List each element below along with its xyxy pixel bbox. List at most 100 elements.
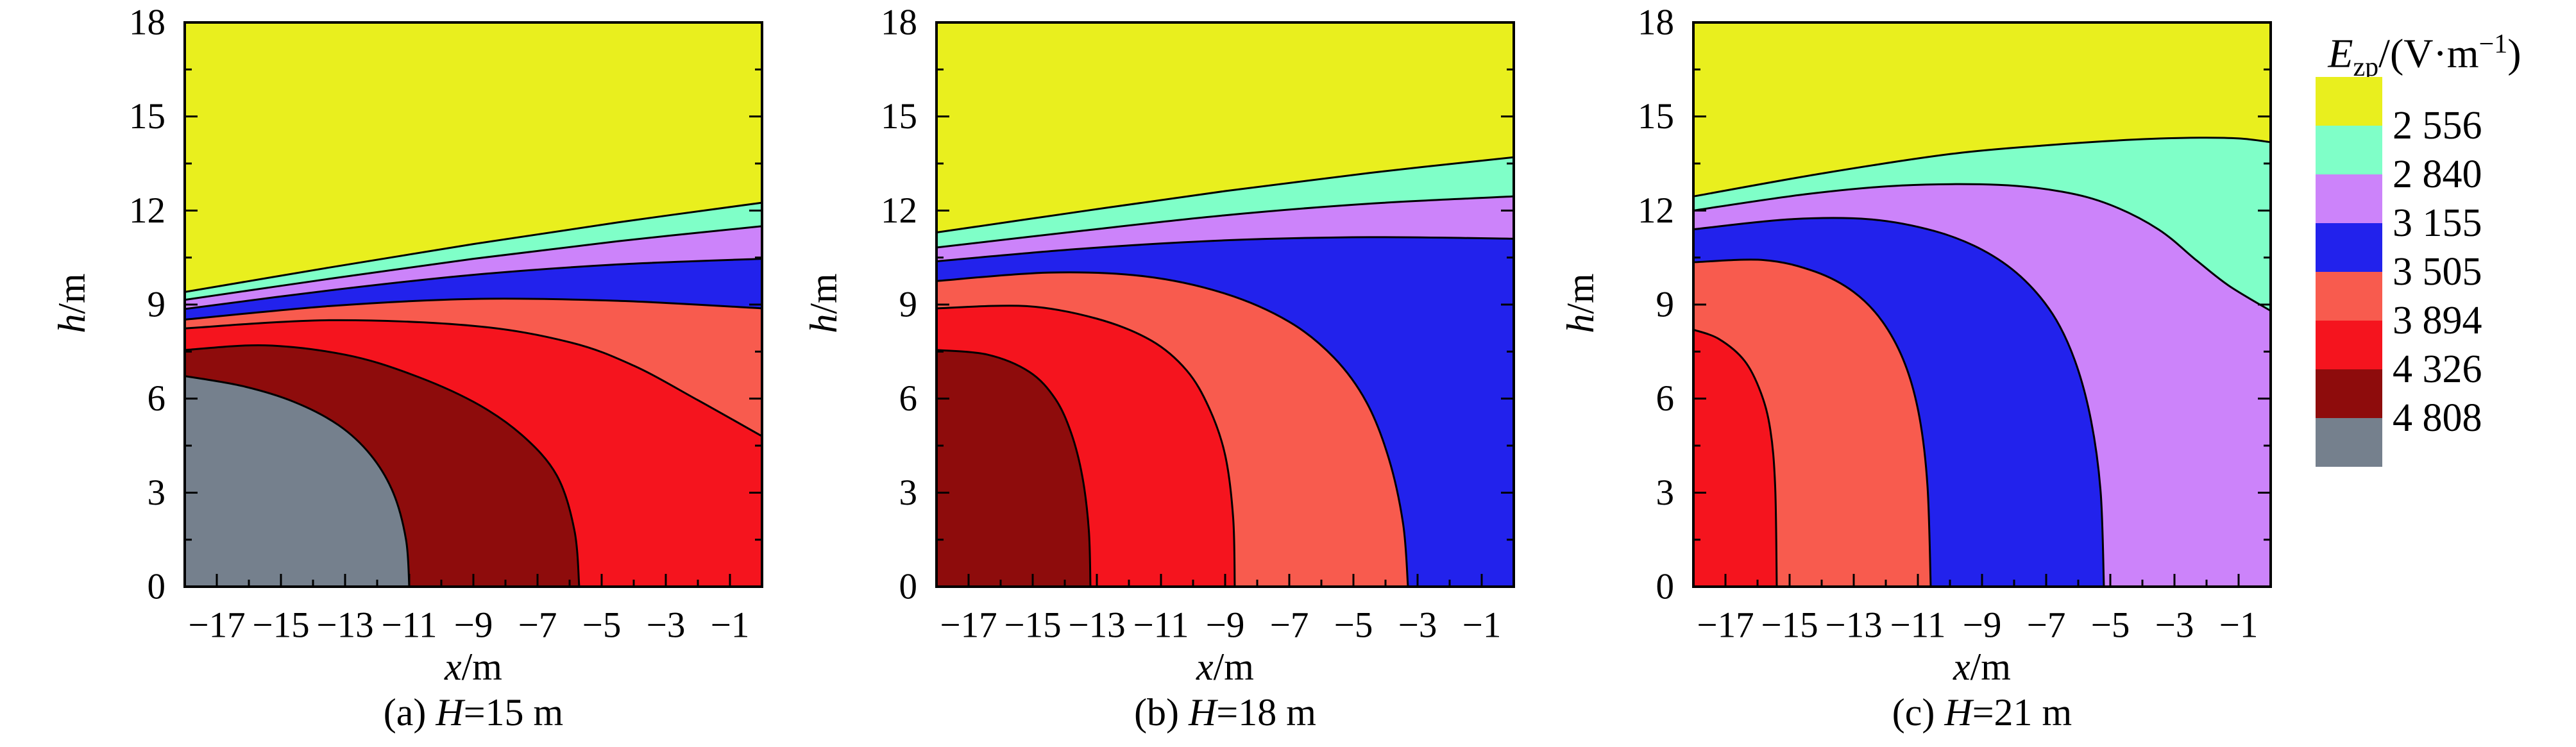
y-tick-label: 9 [1656,285,1675,325]
contour-bands [936,22,1514,587]
legend-title-close: ) [2507,30,2521,76]
x-tick-label: −13 [316,605,373,646]
legend-color-block-0 [2316,77,2382,126]
x-axis-variable: x [1953,646,1970,688]
axis-ticks [185,68,762,587]
contour-line-2840 [936,195,1514,249]
y-tick-label: 18 [1638,3,1674,43]
y-tick-label: 6 [899,378,918,419]
plot-frame [935,21,1515,588]
caption-value: =21 m [1972,691,2072,734]
y-tick-label: 9 [899,285,918,325]
legend-label: 3 505 [2393,250,2482,294]
x-tick-label: −5 [1334,605,1373,646]
legend-color-block-5 [2316,321,2382,369]
x-tick-label: −9 [454,605,493,646]
x-tick-label: −9 [1206,605,1245,646]
legend-label: 4 808 [2393,396,2482,440]
y-tick-label: 15 [1638,96,1674,137]
contour-plot-c: −17 −15 −13 −11 −9 −7 −5 −3 −1 0 3 6 9 12 15 18 [1638,3,2272,646]
contour-line-2556 [936,156,1514,234]
x-axis-variable: x [445,646,462,688]
contour-line-3505 [936,271,1409,587]
legend-color-block-2 [2316,174,2382,223]
y-tick-label: 0 [1656,567,1675,607]
contour-line-3505 [185,298,762,321]
legend-color-block-4 [2316,272,2382,321]
x-tick-label: −7 [2027,605,2066,646]
contour-bands [185,22,762,587]
legend-label: 2 556 [2393,104,2482,147]
y-tick-label: 3 [148,473,166,513]
y-axis-variable: h [802,314,845,333]
contour-line-3505 [1693,258,1932,587]
legend-label: 4 326 [2393,348,2482,391]
contour-line-3155 [185,258,762,310]
contour-bands [1693,22,2271,587]
x-axis-unit: /m [461,646,502,688]
contour-line-3155 [1693,217,2105,587]
y-tick-label: 15 [881,96,917,137]
tick-labels: −17 −15 −13 −11 −9 −7 −5 −3 −1 0 3 6 9 12 15 18 [129,3,749,646]
caption-variable: H [1944,691,1972,734]
x-tick-label: −15 [1004,605,1061,646]
legend-label: 2 840 [2393,153,2482,196]
x-tick-label: −1 [1462,605,1502,646]
tick-labels: −17 −15 −13 −11 −9 −7 −5 −3 −1 0 3 6 9 12 15 18 [881,3,1501,646]
contour-plot-b: −17 −15 −13 −11 −9 −7 −5 −3 −1 0 3 6 9 12 15 18 [881,3,1515,646]
x-axis-title-c: x/m [1886,646,2078,687]
y-axis-variable: h [1559,314,1602,333]
y-tick-label: 0 [899,567,918,607]
x-axis-title-a: x/m [377,646,570,687]
contour-plot-a: −17 −15 −13 −11 −9 −7 −5 −3 −1 0 3 6 9 12 15 18 [129,3,763,646]
caption-index: (c) [1892,691,1945,734]
contour-line-2840 [1693,183,2271,312]
y-axis-unit: /m [802,273,845,314]
x-tick-label: −3 [2155,605,2194,646]
contour-line-4326 [185,344,580,587]
legend-color-block-6 [2316,369,2382,418]
y-tick-label: 3 [899,473,918,513]
y-axis-unit: /m [1559,273,1602,314]
y-axis-title-a: h/m [51,233,94,374]
y-tick-label: 18 [129,3,165,43]
x-tick-label: −17 [1697,605,1754,646]
x-tick-label: −7 [1270,605,1309,646]
x-tick-label: −17 [188,605,245,646]
x-axis-unit: /m [1213,646,1254,688]
caption-variable: H [436,691,464,734]
y-tick-label: 9 [148,285,166,325]
y-tick-label: 18 [881,3,917,43]
x-axis-unit: /m [1970,646,2011,688]
x-tick-label: −3 [647,605,686,646]
plot-frame [183,21,763,588]
legend-title-unit: /(V·m [2378,30,2479,76]
caption-index: (b) [1134,691,1189,734]
contour-line-4808 [185,374,411,587]
x-tick-label: −11 [1133,605,1189,646]
x-tick-label: −17 [940,605,997,646]
caption-c: (c) H=21 m [1790,691,2174,734]
band-darkred [936,349,1090,587]
caption-b: (b) H=18 m [1033,691,1418,734]
x-tick-label: −11 [1890,605,1945,646]
x-tick-label: −13 [1068,605,1125,646]
x-tick-label: −1 [2219,605,2258,646]
y-tick-label: 0 [148,567,166,607]
x-tick-label: −1 [711,605,750,646]
y-axis-unit: /m [51,273,93,314]
y-axis-title-b: h/m [802,233,845,374]
y-axis-variable: h [51,314,93,333]
legend-color-block-3 [2316,223,2382,272]
caption-a: (a) H=15 m [281,691,666,734]
x-tick-label: −7 [518,605,557,646]
band-red [1693,330,1777,587]
legend-color-block-7 [2316,418,2382,467]
legend-title: Ezp/(V·m−1) [2274,22,2575,90]
y-tick-label: 12 [129,190,165,231]
x-tick-label: −3 [1398,605,1437,646]
plot-frame [1692,21,2272,588]
x-tick-label: −9 [1963,605,2002,646]
contour-line-3894 [185,319,762,437]
